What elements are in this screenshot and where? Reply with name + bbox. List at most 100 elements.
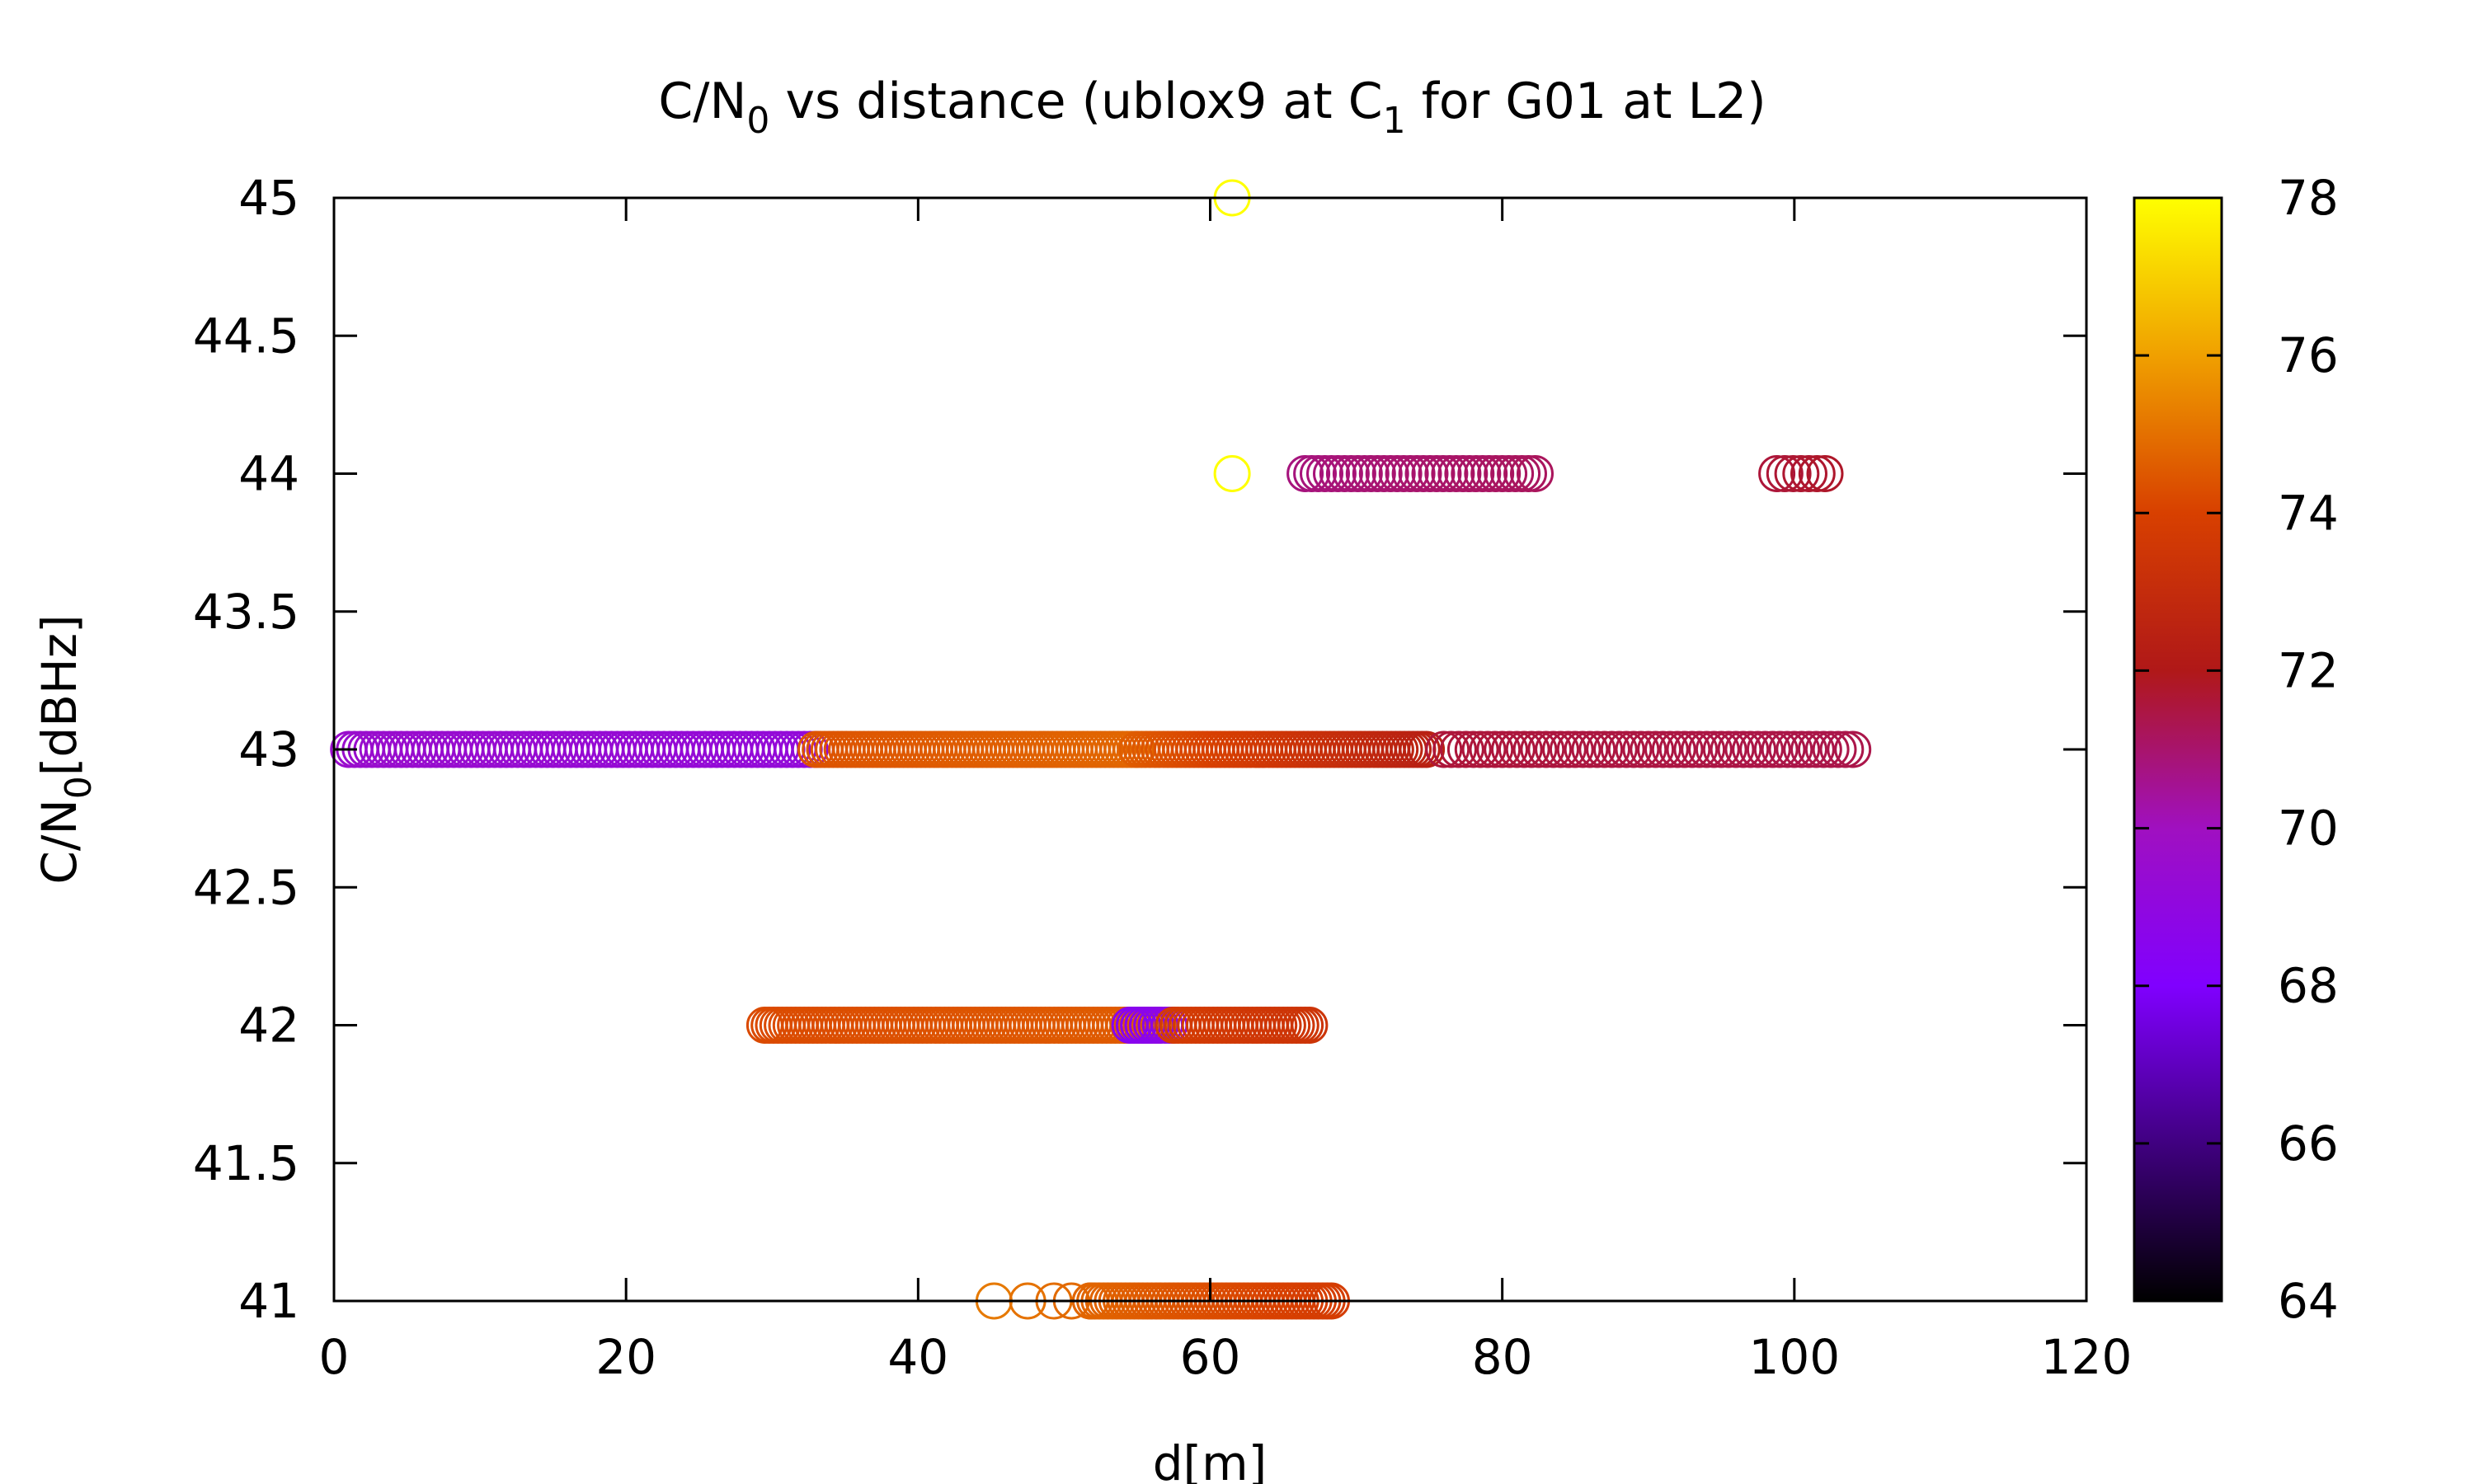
data-point [1469, 730, 1507, 768]
x-tick-label: 40 [887, 1329, 948, 1385]
data-point [1673, 730, 1711, 768]
data-point [1695, 730, 1733, 768]
data-point [1774, 455, 1812, 492]
data-point [1768, 730, 1806, 768]
x-tick-labels: 0 20 40 60 80 100 120 [319, 1329, 2133, 1385]
data-point [1527, 730, 1565, 768]
data-point [1827, 730, 1865, 768]
data-point [1798, 455, 1836, 492]
y-tick-label: 45 [238, 170, 299, 226]
colorbar-tick-label: 64 [2278, 1273, 2339, 1329]
data-point [1637, 730, 1675, 768]
data-point [1484, 730, 1522, 768]
data-point [1702, 730, 1740, 768]
data-point [1556, 730, 1594, 768]
data-point [1291, 1007, 1329, 1044]
data-point [1790, 455, 1827, 492]
data-point [1681, 730, 1719, 768]
y-tick-label: 42.5 [193, 859, 299, 915]
data-point [1622, 730, 1660, 768]
data-point [1658, 730, 1696, 768]
colorbar-tick-label: 78 [2278, 170, 2339, 226]
colorbar: 64 66 68 70 72 74 76 78 [2133, 170, 2339, 1329]
colorbar-tick-label: 74 [2278, 485, 2339, 541]
data-point [1753, 730, 1791, 768]
data-point [1758, 455, 1796, 492]
x-tick-label: 60 [1180, 1329, 1241, 1385]
data-point [1782, 455, 1820, 492]
data-point [1790, 730, 1827, 768]
data-point [1776, 730, 1813, 768]
data-point [1834, 730, 1872, 768]
data-point [1806, 455, 1844, 492]
x-tick-label: 80 [1472, 1329, 1533, 1385]
data-point [1651, 730, 1689, 768]
data-point [1549, 730, 1587, 768]
y-tick-label: 44 [238, 446, 299, 502]
data-point [1476, 730, 1514, 768]
x-tick-label: 100 [1748, 1329, 1840, 1385]
data-point [1586, 730, 1624, 768]
data-point [1454, 730, 1492, 768]
data-point [1491, 730, 1528, 768]
data-point [1666, 730, 1704, 768]
data-point [1717, 730, 1755, 768]
y-tick-label: 43 [238, 721, 299, 777]
data-point [1408, 730, 1446, 768]
data-point [1564, 730, 1602, 768]
data-point [1505, 730, 1543, 768]
colorbar-tick-label: 68 [2278, 958, 2339, 1014]
x-tick-label: 120 [2041, 1329, 2133, 1385]
data-point [1542, 730, 1579, 768]
data-point [1607, 730, 1645, 768]
x-tick-label: 0 [319, 1329, 350, 1385]
data-point [1746, 730, 1784, 768]
data-point [1732, 730, 1770, 768]
data-point [1593, 730, 1630, 768]
data-point [1571, 730, 1609, 768]
data-point [1766, 455, 1804, 492]
data-point [1710, 730, 1747, 768]
y-tick-labels: 41 41.5 42 42.5 43 43.5 44 44.5 45 [193, 170, 299, 1329]
data-point [1615, 730, 1653, 768]
colorbar-tick-label: 72 [2278, 642, 2339, 698]
colorbar-gradient [2133, 196, 2223, 1303]
data-point [1819, 730, 1857, 768]
data-point [1630, 730, 1667, 768]
data-point [1446, 730, 1484, 768]
data-point [1600, 730, 1638, 768]
colorbar-tick-label: 70 [2278, 801, 2339, 857]
data-point [1535, 730, 1573, 768]
data-point [1213, 455, 1251, 492]
colorbar-tick-label: 66 [2278, 1115, 2339, 1172]
data-point [1578, 730, 1616, 768]
data-point [1517, 455, 1554, 492]
y-tick-label: 42 [238, 998, 299, 1054]
data-point [1739, 730, 1777, 768]
data-points [330, 179, 1872, 1320]
data-point [1797, 730, 1835, 768]
data-point [1812, 730, 1850, 768]
data-point [1520, 730, 1558, 768]
y-tick-label: 41 [238, 1273, 299, 1329]
data-point [1498, 730, 1536, 768]
x-axis-label: d[m] [1153, 1435, 1268, 1484]
data-point [1512, 730, 1550, 768]
tick-marks [332, 196, 2088, 1303]
colorbar-tick-label: 76 [2278, 327, 2339, 383]
data-point [1432, 730, 1470, 768]
y-tick-label: 43.5 [193, 584, 299, 640]
data-point [1688, 730, 1726, 768]
data-point [1461, 730, 1499, 768]
data-point [1783, 730, 1821, 768]
data-point [1425, 730, 1463, 768]
y-tick-label: 44.5 [193, 308, 299, 364]
y-tick-label: 41.5 [193, 1135, 299, 1191]
y-axis-label: C/N0[dBHz] [31, 614, 100, 884]
data-point [1724, 730, 1762, 768]
x-tick-label: 20 [595, 1329, 656, 1385]
chart-title: C/N0 vs distance (ublox9 at C1 for G01 a… [658, 73, 1766, 142]
data-point [1440, 730, 1477, 768]
colorbar-ticks [2134, 196, 2222, 1303]
